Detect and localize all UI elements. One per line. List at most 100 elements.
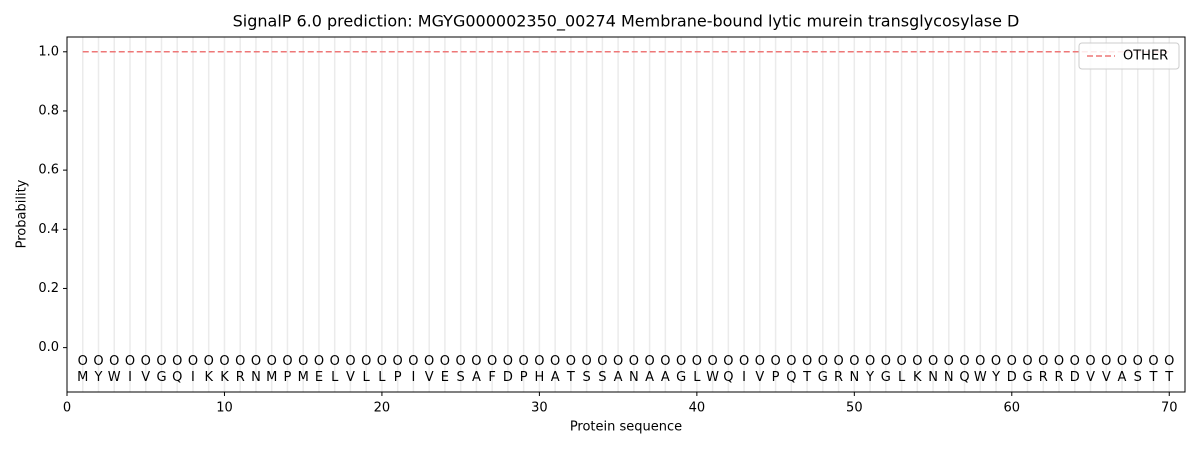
residue-label: O [755, 354, 765, 369]
residue-label: O [1133, 354, 1143, 369]
sequence-letter: I [412, 370, 416, 385]
sequence-letter: I [742, 370, 746, 385]
residue-label: O [833, 354, 843, 369]
sequence-letter: Y [991, 370, 1000, 385]
residue-label: O [944, 354, 954, 369]
residue-label: O [550, 354, 560, 369]
sequence-letter: R [1055, 370, 1064, 385]
y-tick-label: 1.0 [38, 44, 59, 59]
sequence-letter: M [77, 370, 88, 385]
residue-label: O [723, 354, 733, 369]
residue-label: O [361, 354, 371, 369]
residue-label: O [865, 354, 875, 369]
residue-label: O [582, 354, 592, 369]
sequence-letter: T [1149, 370, 1158, 385]
residue-label: O [377, 354, 387, 369]
residue-label: O [707, 354, 717, 369]
residue-label: O [204, 354, 214, 369]
x-tick-label: 30 [531, 401, 548, 416]
sequence-letter: M [298, 370, 309, 385]
residue-label: O [440, 354, 450, 369]
residue-label: O [408, 354, 418, 369]
residue-label: O [172, 354, 182, 369]
residue-label: O [125, 354, 135, 369]
sequence-letter: G [881, 370, 891, 385]
sequence-letter: A [614, 370, 623, 385]
sequence-letter: P [284, 370, 292, 385]
sequence-letter: R [236, 370, 245, 385]
sequence-letter: S [598, 370, 606, 385]
residue-label: O [739, 354, 749, 369]
sequence-letter: L [693, 370, 701, 385]
sequence-letter: Y [865, 370, 874, 385]
residue-label: O [188, 354, 198, 369]
residue-label: O [959, 354, 969, 369]
sequence-letter: W [974, 370, 987, 385]
residue-label: O [645, 354, 655, 369]
residue-label: O [267, 354, 277, 369]
sequence-letter: N [944, 370, 954, 385]
sequence-letter: Q [172, 370, 182, 385]
residue-label: O [487, 354, 497, 369]
residue-label: O [597, 354, 607, 369]
residue-label: O [802, 354, 812, 369]
legend-box [1078, 42, 1180, 70]
residue-label: O [251, 354, 261, 369]
sequence-letter: S [583, 370, 591, 385]
sequence-letter: Q [959, 370, 969, 385]
residue-label: O [156, 354, 166, 369]
sequence-letter: A [645, 370, 654, 385]
residue-label: O [770, 354, 780, 369]
sequence-letter: F [488, 370, 495, 385]
sequence-letter: P [520, 370, 528, 385]
residue-label: O [1038, 354, 1048, 369]
sequence-letter: N [849, 370, 859, 385]
residue-label: O [1007, 354, 1017, 369]
sequence-letter: L [331, 370, 339, 385]
sequence-letter: G [1022, 370, 1032, 385]
residue-label: O [471, 354, 481, 369]
sequence-letter: V [425, 370, 434, 385]
x-tick-label: 70 [1161, 401, 1178, 416]
sequence-letter: Q [786, 370, 796, 385]
sequence-letter: D [1070, 370, 1080, 385]
residue-label: O [1085, 354, 1095, 369]
residue-label: O [912, 354, 922, 369]
sequence-letter: K [204, 370, 213, 385]
residue-label: O [393, 354, 403, 369]
residue-label: O [424, 354, 434, 369]
residue-label: O [818, 354, 828, 369]
residue-label: O [534, 354, 544, 369]
sequence-letter: N [928, 370, 938, 385]
sequence-letter: G [818, 370, 828, 385]
residue-label: O [566, 354, 576, 369]
residue-label: O [629, 354, 639, 369]
x-tick-label: 50 [846, 401, 863, 416]
residue-label: O [519, 354, 529, 369]
sequence-letter: A [1118, 370, 1127, 385]
sequence-letter: Q [723, 370, 733, 385]
sequence-letter: P [772, 370, 780, 385]
sequence-letter: L [363, 370, 371, 385]
sequence-letter: T [802, 370, 811, 385]
residue-label: O [456, 354, 466, 369]
sequence-letter: E [315, 370, 323, 385]
sequence-letter: W [108, 370, 121, 385]
sequence-letter: L [898, 370, 906, 385]
residue-label: O [282, 354, 292, 369]
chart-title: SignalP 6.0 prediction: MGYG000002350_00… [233, 12, 1020, 32]
sequence-letter: T [566, 370, 575, 385]
sequence-letter: R [1039, 370, 1048, 385]
sequence-letter: S [1134, 370, 1142, 385]
sequence-letter: K [913, 370, 922, 385]
residue-label: O [235, 354, 245, 369]
x-tick-label: 40 [689, 401, 706, 416]
x-tick-label: 20 [374, 401, 391, 416]
y-tick-label: 0.8 [38, 103, 59, 118]
y-tick-label: 0.4 [38, 222, 59, 237]
residue-label: O [676, 354, 686, 369]
sequence-letter: E [441, 370, 449, 385]
x-axis-label: Protein sequence [570, 420, 682, 435]
residue-label: O [345, 354, 355, 369]
